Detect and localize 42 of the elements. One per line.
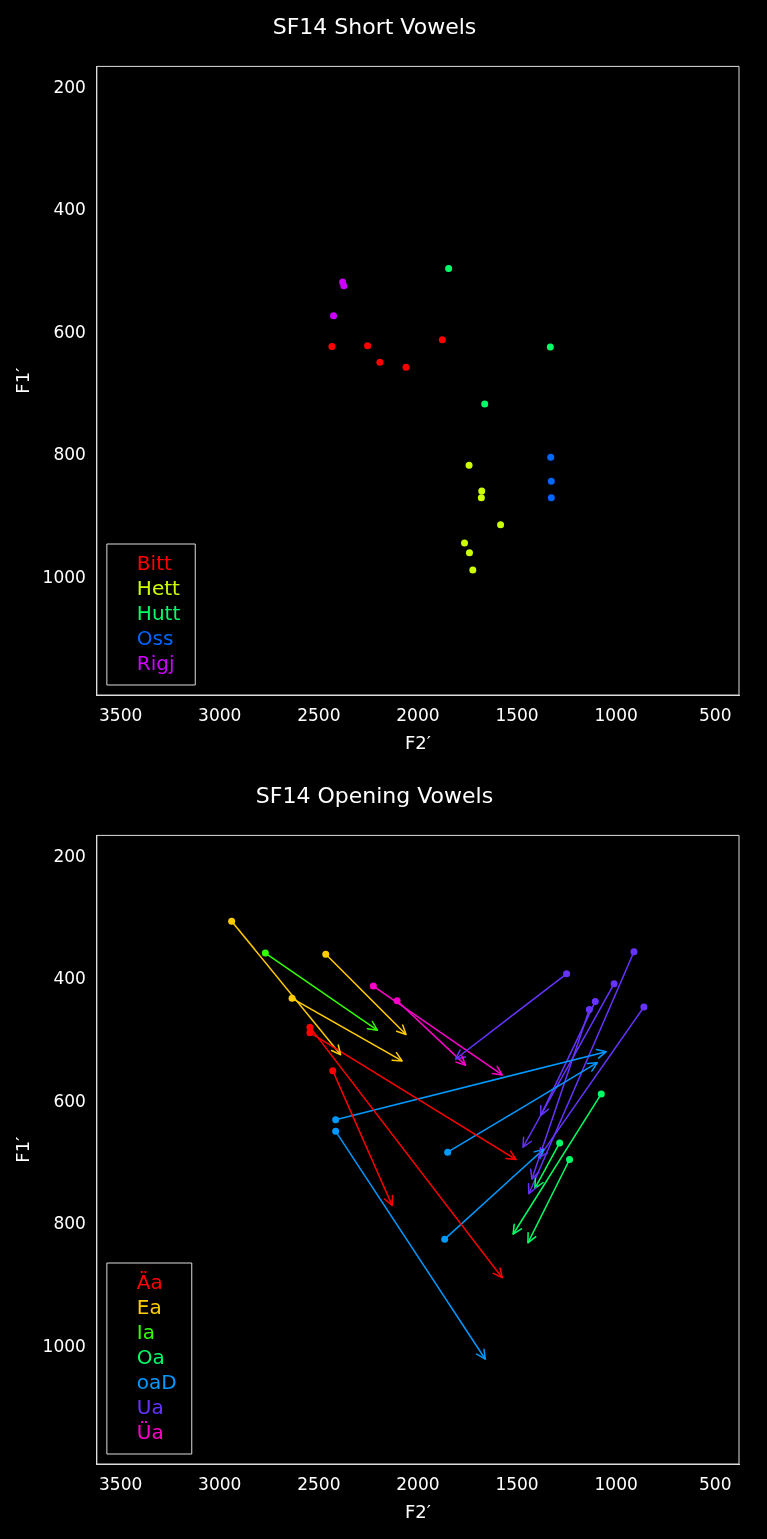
x-tick-label: 3500	[99, 704, 143, 725]
x-tick-label: 3000	[198, 704, 242, 725]
x-tick-label: 500	[698, 1473, 732, 1494]
text: Äa	[136, 1269, 163, 1294]
text: Oa	[136, 1344, 165, 1369]
x-tick-label: 500	[698, 704, 732, 725]
text: Ea	[136, 1294, 162, 1319]
chart-title: SF14 Short Vowels	[272, 13, 477, 39]
text: Rigj	[136, 650, 175, 675]
y-tick-label: 800	[53, 444, 86, 465]
x-tick-label: 1000	[594, 704, 638, 725]
x-tick-label: 2500	[297, 704, 341, 725]
text: Üa	[136, 1419, 164, 1444]
text: Hutt	[136, 600, 181, 625]
y-tick-label: 600	[53, 1090, 86, 1111]
y-tick-label: 400	[53, 199, 86, 220]
x-axis-title: F2′	[404, 731, 431, 753]
text: Bitt	[136, 550, 172, 575]
x-axis-title: F2′	[404, 1500, 431, 1522]
y-tick-label: 400	[53, 968, 86, 989]
x-tick-label: 1000	[594, 1473, 638, 1494]
text: Ia	[136, 1319, 156, 1344]
chart-title: SF14 Opening Vowels	[255, 782, 494, 808]
text: oaD	[136, 1369, 177, 1394]
text: Ua	[136, 1394, 164, 1419]
x-tick-label: 2500	[297, 1473, 341, 1494]
x-tick-label: 1500	[495, 1473, 539, 1494]
y-axis-title: F1′	[12, 1136, 34, 1163]
y-tick-label: 1000	[42, 1336, 86, 1357]
x-tick-label: 3000	[198, 1473, 242, 1494]
text: Oss	[136, 625, 174, 650]
text: Hett	[136, 575, 181, 600]
y-tick-label: 200	[53, 845, 86, 866]
x-tick-label: 1500	[495, 704, 539, 725]
y-tick-label: 600	[53, 321, 86, 342]
y-tick-label: 1000	[42, 567, 86, 588]
x-tick-label: 3500	[99, 1473, 143, 1494]
y-tick-label: 800	[53, 1213, 86, 1234]
y-tick-label: 200	[53, 76, 86, 97]
x-tick-label: 2000	[396, 704, 440, 725]
x-tick-label: 2000	[396, 1473, 440, 1494]
y-axis-title: F1′	[12, 367, 34, 394]
